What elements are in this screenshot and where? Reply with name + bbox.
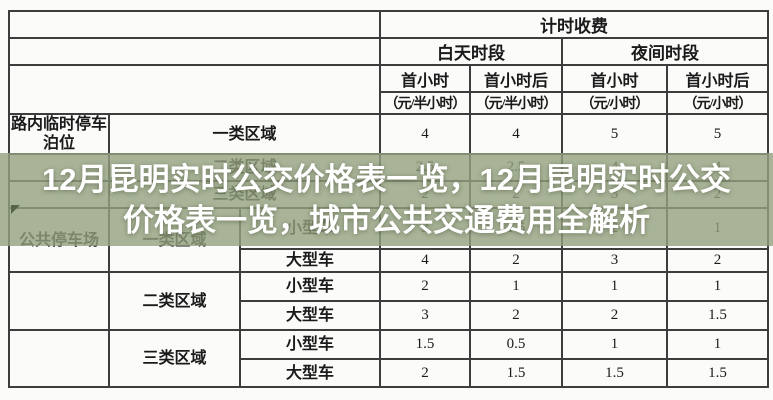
fee-value: 1.5 bbox=[666, 300, 769, 331]
fee-value: 2 bbox=[469, 300, 563, 331]
zone-label: 二类区域 bbox=[108, 271, 241, 331]
fee-value: 4 bbox=[379, 248, 471, 273]
overlay-title-line-2: 价格表一览，城市公共交通费用全解析 bbox=[123, 202, 650, 238]
empty-cell bbox=[8, 329, 110, 388]
section-roadside-label: 路内临时停车泊位 bbox=[8, 113, 110, 155]
fee-value: 2 bbox=[379, 271, 471, 302]
fee-value: 1 bbox=[561, 329, 668, 360]
fee-value: 4 bbox=[469, 113, 563, 155]
unit-day-first: （元/半小时） bbox=[379, 91, 471, 115]
table-row: 路内临时停车泊位 一类区域 4 4 5 5 bbox=[8, 113, 769, 155]
unit-night-first: （元/小时） bbox=[561, 91, 668, 115]
header-night-first-hour: 首小时 bbox=[561, 64, 668, 93]
fee-value: 3 bbox=[379, 300, 471, 331]
header-empty-cell bbox=[8, 37, 381, 66]
table-row: 大型车 4 2 3 2 bbox=[9, 248, 769, 273]
fee-value: 2 bbox=[379, 358, 471, 388]
fee-value: 1 bbox=[561, 271, 668, 302]
vehicle-label: 大型车 bbox=[239, 358, 381, 388]
table-row: 大型车 2 1.5 1.5 1.5 bbox=[9, 358, 769, 388]
fee-value: 5 bbox=[561, 113, 668, 155]
fee-value: 1.5 bbox=[561, 358, 668, 388]
fee-value: 3 bbox=[561, 248, 668, 273]
header-timed-fee: 计时收费 bbox=[379, 10, 769, 39]
fee-value: 2 bbox=[469, 248, 563, 273]
header-night-after-first-hour: 首小时后 bbox=[666, 64, 769, 93]
fee-value: 1 bbox=[666, 329, 769, 360]
fee-value: 0.5 bbox=[469, 329, 563, 360]
cell-corner-marker bbox=[11, 205, 20, 214]
unit-night-after: （元/小时） bbox=[666, 91, 769, 115]
header-row-2: 白天时段 夜间时段 bbox=[8, 37, 769, 66]
table-row: 二类区域 小型车 2 1 1 1 bbox=[8, 271, 769, 331]
fee-value: 2 bbox=[666, 248, 769, 273]
unit-day-after: （元/半小时） bbox=[469, 91, 563, 115]
header-empty-cell bbox=[8, 10, 381, 39]
header-day-first-hour: 首小时 bbox=[379, 64, 471, 93]
header-day-after-first-hour: 首小时后 bbox=[469, 64, 563, 93]
fee-value: 1 bbox=[666, 271, 769, 302]
header-empty-cell bbox=[8, 64, 381, 115]
fee-value: 5 bbox=[666, 113, 769, 155]
vehicle-label: 大型车 bbox=[239, 300, 381, 331]
fee-value: 1.5 bbox=[469, 358, 563, 388]
fee-value: 2 bbox=[561, 300, 668, 331]
title-overlay-banner: 12月昆明实时公交价格表一览，12月昆明实时公交 价格表一览，城市公共交通费用全… bbox=[0, 153, 773, 246]
table-row: 大型车 3 2 2 1.5 bbox=[9, 300, 769, 331]
header-row-1: 计时收费 bbox=[8, 10, 769, 39]
fee-value: 1.5 bbox=[666, 358, 769, 388]
zone-label: 一类区域 bbox=[108, 113, 381, 155]
empty-cell bbox=[8, 271, 110, 331]
header-night-period: 夜间时段 bbox=[561, 37, 769, 66]
header-row-3: 首小时 首小时后 首小时 首小时后 bbox=[8, 64, 769, 115]
fee-value: 1 bbox=[469, 271, 563, 302]
zone-label: 三类区域 bbox=[108, 329, 241, 388]
vehicle-label: 小型车 bbox=[239, 271, 381, 302]
table-row: 三类区域 小型车 1.5 0.5 1 1 bbox=[8, 329, 769, 388]
vehicle-label: 大型车 bbox=[239, 248, 381, 273]
fee-value: 4 bbox=[379, 113, 471, 155]
fee-value: 1.5 bbox=[379, 329, 471, 360]
vehicle-label: 小型车 bbox=[239, 329, 381, 360]
header-day-period: 白天时段 bbox=[379, 37, 563, 66]
overlay-title-line-1: 12月昆明实时公交价格表一览，12月昆明实时公交 bbox=[42, 161, 731, 197]
header-row-units: （元/半小时） （元/半小时） （元/小时） （元/小时） bbox=[9, 91, 769, 115]
